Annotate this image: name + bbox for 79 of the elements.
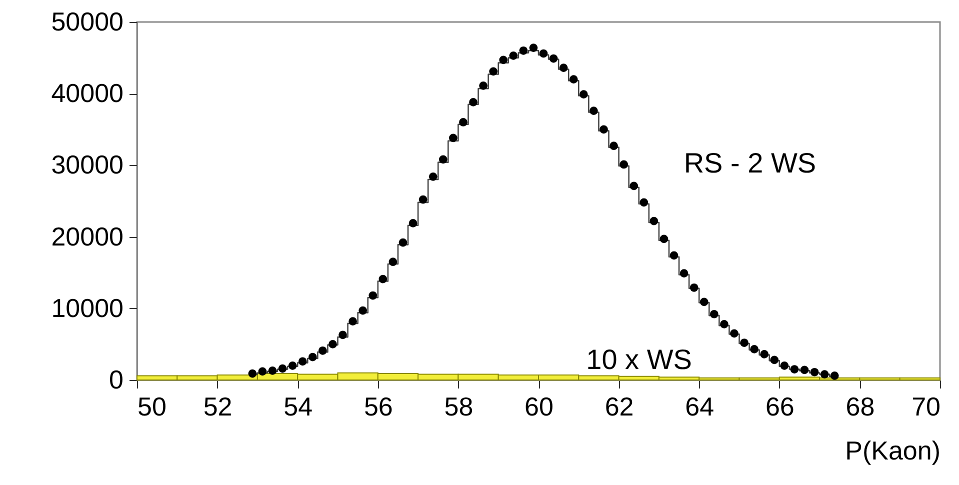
point: [579, 90, 588, 98]
x-tick-label: 70: [912, 392, 940, 422]
point: [820, 370, 829, 378]
x-tick-label: 56: [364, 392, 393, 422]
x-tick-label: 68: [846, 392, 875, 422]
point: [620, 160, 628, 169]
point: [378, 274, 388, 284]
point: [328, 340, 337, 348]
point: [388, 258, 398, 266]
point: [338, 330, 347, 340]
y-tick-label: 30000: [51, 150, 124, 180]
point: [810, 368, 819, 376]
point: [509, 51, 518, 60]
point: [770, 356, 779, 364]
point: [549, 54, 558, 63]
point: [610, 142, 618, 150]
point: [469, 98, 478, 106]
point: [248, 369, 257, 378]
point: [690, 283, 698, 292]
x-tick-label: 58: [444, 392, 474, 422]
point: [780, 362, 789, 370]
point: [650, 216, 658, 226]
point: [438, 155, 448, 164]
point: [760, 350, 769, 358]
point: [288, 362, 297, 370]
point: [308, 352, 317, 362]
x-axis-title: P(Kaon): [845, 436, 940, 466]
series-label: 10 x WS: [586, 344, 692, 376]
point: [700, 298, 708, 306]
point: [428, 172, 438, 181]
point: [418, 195, 428, 204]
y-tick-label: 10000: [51, 292, 124, 323]
point: [298, 357, 307, 366]
x-tick-label: 52: [203, 392, 232, 422]
point: [750, 345, 758, 354]
point: [590, 106, 598, 115]
point: [800, 366, 809, 374]
point: [830, 372, 839, 380]
point: [680, 269, 688, 278]
point: [519, 46, 528, 55]
point: [408, 219, 418, 228]
point: [368, 291, 378, 300]
point: [600, 125, 608, 134]
point: [720, 320, 728, 328]
point: [449, 134, 458, 142]
x-tick-label: 60: [524, 392, 554, 422]
point: [358, 306, 368, 315]
x-tick-label: 66: [765, 392, 794, 422]
point: [278, 364, 287, 373]
point: [790, 365, 799, 374]
point: [489, 67, 498, 76]
point: [559, 64, 568, 72]
point: [529, 44, 538, 52]
y-tick-label: 40000: [51, 78, 124, 108]
point: [479, 82, 488, 90]
point: [660, 234, 668, 244]
point: [569, 75, 578, 84]
point: [670, 251, 678, 260]
y-tick-label: 50000: [51, 6, 124, 36]
point: [730, 329, 738, 338]
x-tick-label: 50: [138, 392, 166, 422]
x-tick-label: 62: [604, 392, 634, 422]
point: [499, 56, 508, 64]
point: [268, 366, 277, 375]
point: [640, 198, 648, 207]
x-tick-label: 54: [284, 392, 313, 422]
point: [258, 367, 267, 376]
point: [398, 238, 408, 247]
point: [630, 182, 638, 190]
x-tick-label: 64: [685, 392, 714, 422]
y-tick-label: 0: [109, 364, 124, 394]
point: [348, 317, 357, 326]
point: [539, 49, 548, 58]
point: [710, 310, 718, 318]
point: [459, 118, 468, 126]
point: [318, 346, 327, 355]
y-tick-label: 20000: [51, 221, 124, 252]
series-label: RS - 2 WS: [684, 147, 816, 178]
point: [740, 338, 748, 347]
